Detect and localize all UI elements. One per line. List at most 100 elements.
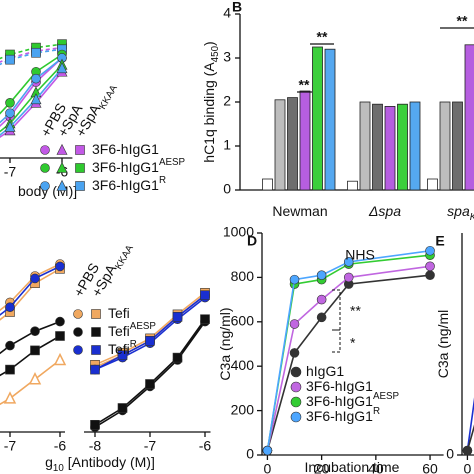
y-axis-label-part: 450 [210, 45, 221, 62]
marker-circle [5, 108, 15, 118]
legend-label-part: Tefi [108, 305, 130, 321]
x-tick-label: spaKK [447, 203, 474, 223]
y-axis-label: C3a (ng/ml) [217, 307, 233, 380]
significance-label: * [350, 335, 356, 351]
marker-circle [5, 340, 15, 351]
marker-circle [290, 381, 302, 393]
marker-circle [289, 348, 300, 358]
marker-circle [316, 270, 327, 280]
marker-circle [40, 145, 50, 155]
marker-square [75, 163, 85, 173]
x-axis-label: Incubation time [305, 459, 400, 474]
x-tick-label: 20 [314, 461, 330, 474]
marker-square [91, 345, 101, 355]
series-line [0, 335, 61, 377]
series-line [0, 320, 61, 355]
legend-label: hIgG1 [306, 363, 344, 379]
marker-circle [73, 309, 83, 319]
legend-label: 3F6-hIgG1 [92, 141, 159, 157]
marker-square [5, 54, 15, 65]
bar [274, 99, 286, 191]
x-tick-label: -7 [144, 438, 157, 454]
x-tick-label: -6 [199, 438, 212, 454]
significance-label: ** [457, 13, 468, 29]
legend-label-part: R [373, 406, 380, 417]
significance-bracket [332, 329, 341, 353]
significance-bracket [332, 289, 341, 331]
y-tick-label: 400 [231, 357, 255, 373]
x-tick-label-part: Newman [272, 203, 327, 219]
bar [427, 178, 438, 191]
legend-label-part: AESP [130, 321, 157, 332]
legend-label-part: 3F6-hIgG1 [92, 177, 159, 193]
x-tick-label-part: spa [447, 203, 470, 219]
x-tick-label-part: Δspa [368, 203, 401, 219]
marker-square [145, 379, 155, 389]
series-line [0, 265, 61, 316]
marker-square [75, 181, 85, 191]
marker-triangle [53, 352, 67, 366]
marker-square [200, 314, 210, 325]
marker-circle [290, 396, 302, 408]
x-axis-label-part: Incubation time [305, 459, 400, 474]
x-tick-label-part: KK [470, 212, 474, 223]
series-line [466, 397, 474, 451]
bar [372, 103, 383, 191]
marker-triangle [56, 143, 68, 155]
y-axis-label: C3a (ng/ml [435, 310, 451, 378]
marker-circle [289, 274, 300, 285]
legend-column-part: KKAA [113, 243, 136, 272]
marker-circle [425, 270, 435, 280]
significance-label: ** [317, 29, 328, 45]
x-tick-label: 0 [464, 461, 472, 474]
bar [299, 90, 311, 191]
bar [359, 101, 371, 191]
y-axis-label-part: ) [201, 41, 217, 46]
legend-label-part: 3F6-hIgG1 [306, 408, 373, 424]
marker-circle [31, 73, 41, 84]
panel-label: B [232, 0, 242, 15]
marker-triangle [56, 179, 68, 191]
marker-circle [40, 181, 50, 191]
y-tick-label: 4 [223, 5, 231, 21]
legend-label: 3F6-hIgG1AESP [92, 157, 186, 175]
x-tick-label: 60 [422, 461, 438, 474]
marker-circle [55, 261, 65, 272]
legend-label-part: R [130, 339, 137, 350]
marker-circle [55, 316, 65, 327]
chart-title: NHS [345, 247, 375, 263]
marker-triangle [28, 372, 42, 385]
marker-circle [5, 98, 15, 108]
x-tick-label: Δspa [368, 203, 401, 219]
marker-square [172, 311, 183, 322]
marker-circle [343, 257, 354, 267]
legend-label: 3F6-hIgG1R [306, 406, 380, 424]
legend-label-part: 3F6-hIgG1 [92, 141, 159, 157]
legend-label-part: AESP [373, 391, 400, 402]
x-axis-label-part: 10 [53, 463, 64, 474]
legend-label-part: 3F6-hIgG1 [92, 159, 159, 175]
y-tick-label: 200 [231, 401, 255, 417]
bar [397, 103, 408, 191]
legend-label: 3F6-hIgG1 [306, 378, 373, 394]
series-line [0, 359, 61, 406]
panel-label: E [435, 233, 444, 249]
y-axis-label-part: hC1q binding (A [201, 62, 217, 163]
x-axis-label-part: g [45, 454, 53, 470]
x-tick-label: -7 [4, 438, 17, 454]
legend-label-part: AESP [159, 157, 186, 168]
x-tick-label: 0 [264, 461, 272, 474]
marker-triangle [4, 120, 16, 132]
legend-label: 3F6-hIgG1AESP [306, 391, 400, 409]
y-tick-label: 600 [231, 313, 255, 329]
marker-square [145, 335, 155, 346]
bar [287, 97, 298, 191]
x-tick-label: -6 [54, 438, 67, 454]
marker-circle [316, 312, 327, 323]
bar [262, 178, 273, 191]
y-tick-label: 1000 [223, 224, 254, 240]
significance-label: ** [299, 77, 310, 93]
marker-triangle [56, 161, 68, 173]
